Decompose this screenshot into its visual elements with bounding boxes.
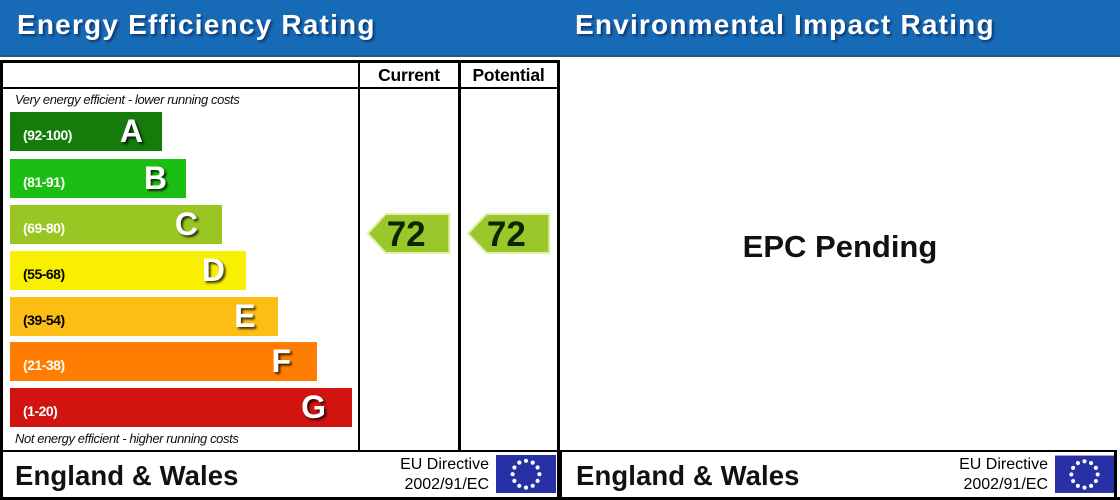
svg-text:72: 72 bbox=[387, 215, 426, 254]
svg-text:72: 72 bbox=[487, 215, 526, 254]
